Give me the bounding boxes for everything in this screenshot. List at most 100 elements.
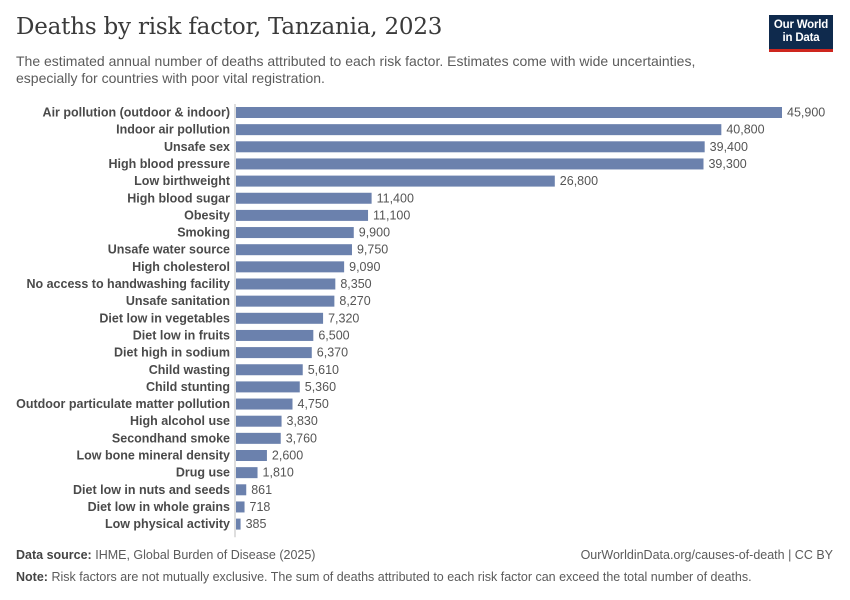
bar[interactable] <box>236 107 782 118</box>
bar[interactable] <box>236 141 705 153</box>
bar-row[interactable]: High blood sugar 11,400 <box>127 191 414 205</box>
source-row: Data source: IHME, Global Burden of Dise… <box>16 548 833 562</box>
chart-subtitle: The estimated annual number of deaths at… <box>16 53 696 86</box>
bar[interactable] <box>236 484 247 496</box>
bar[interactable] <box>236 450 267 461</box>
bar-row[interactable]: Indoor air pollution 40,800 <box>116 123 764 137</box>
bar[interactable] <box>236 364 303 376</box>
value-label: 718 <box>250 500 271 514</box>
bar-row[interactable]: No access to handwashing facility 8,350 <box>26 277 371 291</box>
bar-row[interactable]: Diet high in sodium 6,370 <box>114 346 348 360</box>
bar[interactable] <box>236 244 352 256</box>
bar[interactable] <box>236 124 722 136</box>
bar-row[interactable]: High cholesterol 9,090 <box>132 260 380 274</box>
value-label: 8,270 <box>339 294 370 308</box>
owid-logo[interactable]: Our World in Data <box>769 15 833 52</box>
bar-row[interactable]: Diet low in vegetables 7,320 <box>99 311 359 325</box>
category-label: Outdoor particulate matter pollution <box>16 397 230 411</box>
source-label: Data source: <box>16 548 92 562</box>
bar-row[interactable]: Smoking 9,900 <box>177 226 390 240</box>
bar[interactable] <box>236 329 314 341</box>
bar-row[interactable]: Drug use 1,810 <box>176 466 294 480</box>
value-label: 9,750 <box>357 243 388 257</box>
bar[interactable] <box>236 295 335 307</box>
bar[interactable] <box>236 415 282 427</box>
category-label: Smoking <box>177 226 230 240</box>
value-label: 1,810 <box>263 466 294 480</box>
category-label: Secondhand smoke <box>112 431 230 445</box>
bar[interactable] <box>236 192 372 204</box>
bar-row[interactable]: Unsafe sex 39,400 <box>164 140 748 154</box>
bar-row[interactable]: Obesity 11,100 <box>184 208 410 222</box>
category-label: High cholesterol <box>132 260 230 274</box>
bar[interactable] <box>236 227 354 239</box>
logo-line-2: in Data <box>782 32 820 44</box>
bar[interactable] <box>236 347 312 359</box>
bar-row[interactable]: Child stunting 5,360 <box>146 380 336 394</box>
bar-row[interactable]: Air pollution (outdoor & indoor) 45,900 <box>43 106 826 120</box>
bar[interactable] <box>236 278 336 290</box>
value-label: 6,500 <box>318 328 349 342</box>
bar[interactable] <box>236 261 345 273</box>
bar-row[interactable]: High alcohol use 3,830 <box>130 414 318 428</box>
category-label: Low birthweight <box>134 174 231 188</box>
category-label: Child stunting <box>146 380 230 394</box>
value-label: 4,750 <box>298 397 329 411</box>
chart-title: Deaths by risk factor, Tanzania, 2023 <box>16 14 443 40</box>
value-label: 385 <box>246 517 267 531</box>
bar-row[interactable]: Secondhand smoke 3,760 <box>112 431 317 445</box>
value-label: 9,090 <box>349 260 380 274</box>
category-label: Diet low in whole grains <box>88 500 230 514</box>
bar-row[interactable]: Unsafe water source 9,750 <box>108 243 389 257</box>
value-label: 39,400 <box>710 140 748 154</box>
bar[interactable] <box>236 432 281 444</box>
category-label: Unsafe sanitation <box>126 294 230 308</box>
bar[interactable] <box>236 518 241 530</box>
category-label: Child wasting <box>149 363 230 377</box>
bar-row[interactable]: Low physical activity 385 <box>105 517 267 531</box>
note-text: Risk factors are not mutually exclusive.… <box>51 570 752 584</box>
bar-row[interactable]: Diet low in nuts and seeds 861 <box>73 483 272 497</box>
note-row: Note: Risk factors are not mutually excl… <box>16 570 833 584</box>
bar[interactable] <box>236 158 704 170</box>
value-label: 5,360 <box>305 380 336 394</box>
bar-row[interactable]: Diet low in whole grains 718 <box>88 500 271 514</box>
category-label: Diet low in fruits <box>133 328 230 342</box>
source-url-link[interactable]: OurWorldinData.org/causes-of-death | CC … <box>580 548 833 562</box>
category-label: High blood pressure <box>108 157 230 171</box>
bar-row[interactable]: Unsafe sanitation 8,270 <box>126 294 371 308</box>
note-label: Note: <box>16 570 48 584</box>
bar[interactable] <box>236 312 324 324</box>
source-line: Data source: IHME, Global Burden of Dise… <box>16 548 315 562</box>
category-label: High alcohol use <box>130 414 230 428</box>
logo-line-1: Our World <box>773 19 829 31</box>
category-label: No access to handwashing facility <box>26 277 230 291</box>
category-label: Air pollution (outdoor & indoor) <box>43 106 230 120</box>
bar[interactable] <box>236 501 245 513</box>
category-label: Drug use <box>176 466 230 480</box>
source-text[interactable]: IHME, Global Burden of Disease (2025) <box>95 548 316 562</box>
bar-row[interactable]: Low bone mineral density 2,600 <box>77 449 304 463</box>
bar[interactable] <box>236 467 258 479</box>
value-label: 861 <box>251 483 272 497</box>
bar-row[interactable]: Outdoor particulate matter pollution 4,75… <box>16 397 329 411</box>
value-label: 8,350 <box>340 277 371 291</box>
category-label: Diet high in sodium <box>114 346 230 360</box>
bar-row[interactable]: Child wasting 5,610 <box>149 363 339 377</box>
bar[interactable] <box>236 175 555 187</box>
category-label: Diet low in vegetables <box>99 311 230 325</box>
value-label: 9,900 <box>359 226 390 240</box>
bar-row[interactable]: Diet low in fruits 6,500 <box>133 328 350 342</box>
category-label: High blood sugar <box>127 191 230 205</box>
bar[interactable] <box>236 398 293 410</box>
bar[interactable] <box>236 381 300 393</box>
value-label: 39,300 <box>708 157 746 171</box>
category-label: Diet low in nuts and seeds <box>73 483 230 497</box>
bar-row[interactable]: Low birthweight 26,800 <box>134 174 598 188</box>
value-label: 2,600 <box>272 449 303 463</box>
bar-row[interactable]: High blood pressure 39,300 <box>108 157 746 171</box>
bar[interactable] <box>236 209 369 221</box>
value-label: 26,800 <box>560 174 598 188</box>
value-label: 11,100 <box>373 208 410 222</box>
value-label: 3,760 <box>286 431 317 445</box>
